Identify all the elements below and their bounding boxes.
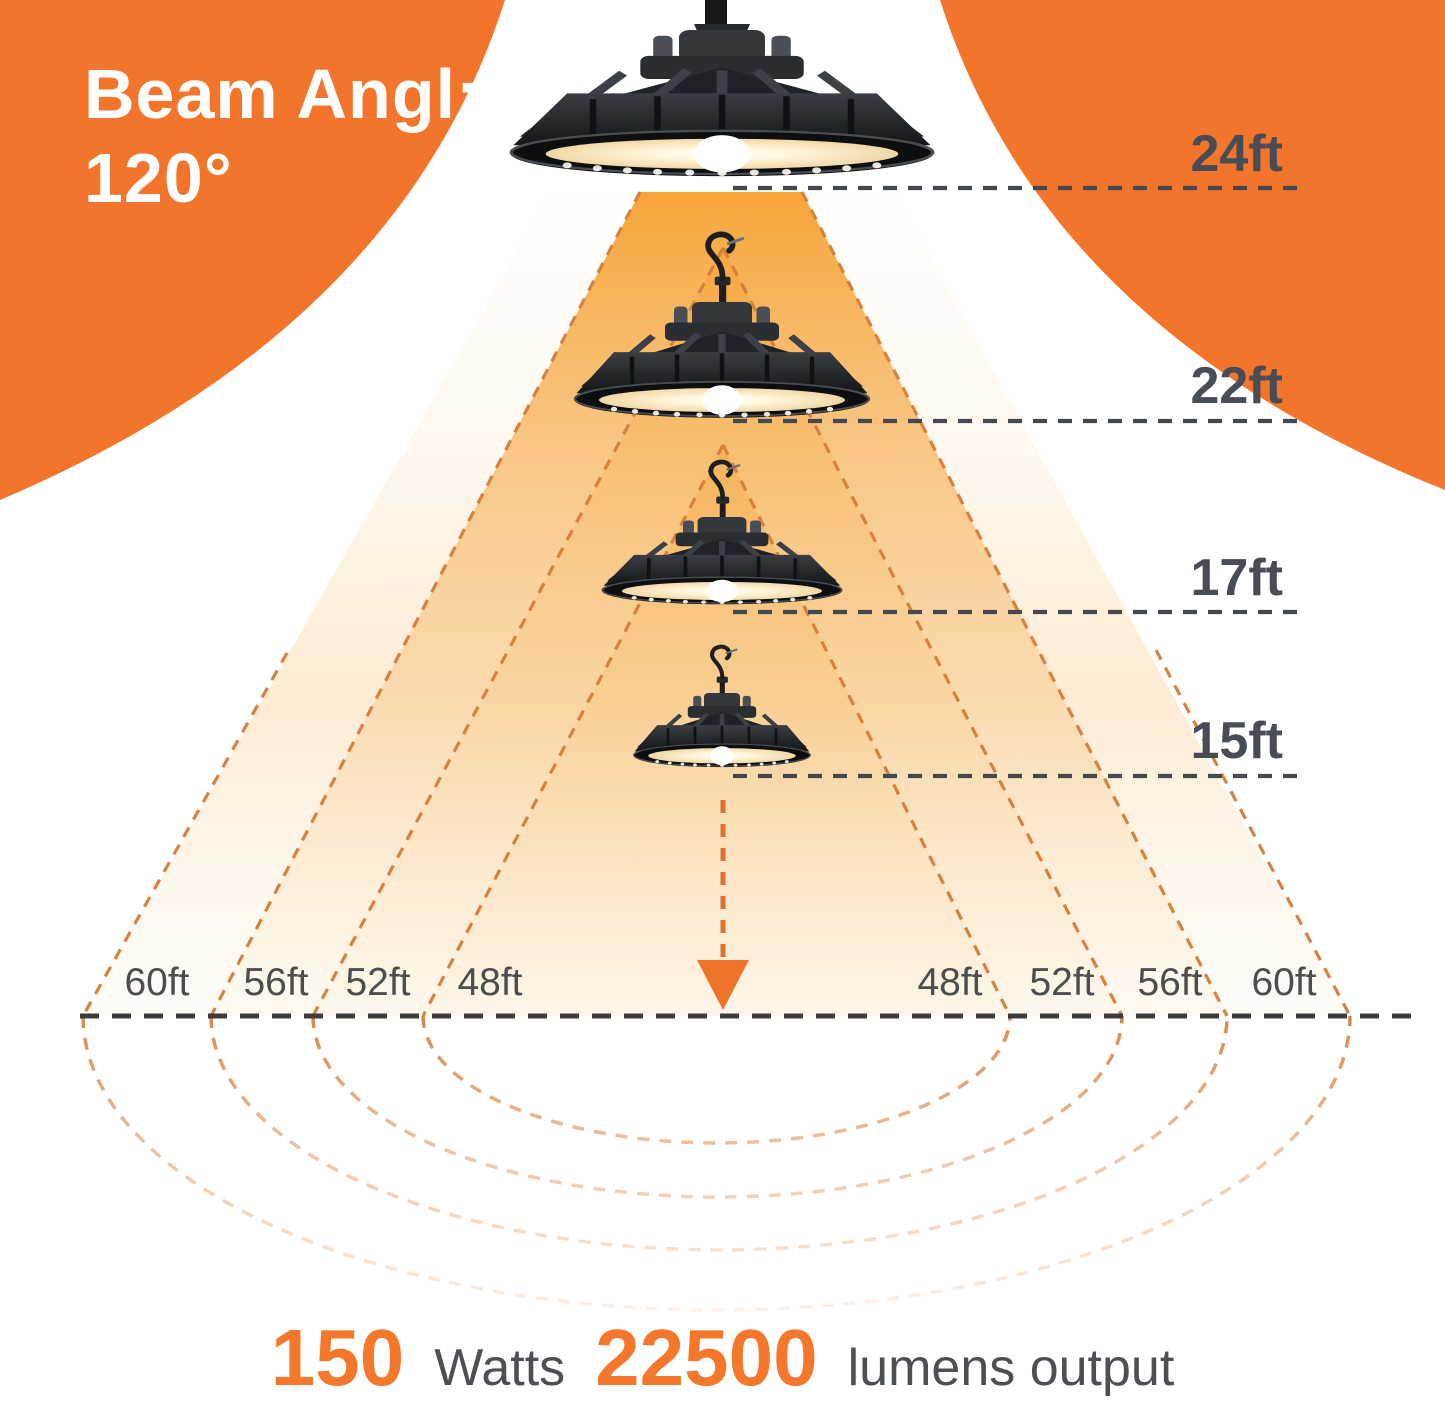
beam-edge-48ft-right — [721, 444, 1012, 1017]
lumens-value: 22500 — [595, 1313, 818, 1402]
height-marker-22ft: 22ft — [1190, 357, 1283, 415]
height-marker-lines — [733, 185, 1297, 779]
beam-edge-48ft-left — [421, 444, 725, 1017]
floor-marker-left-52ft: 52ft — [345, 961, 411, 1004]
watts-unit: Watts — [434, 1339, 566, 1397]
coverage-arc-52ft — [311, 1015, 1124, 1199]
power-cord-icon — [705, 0, 727, 28]
coverage-arc-48ft — [421, 1015, 1012, 1145]
spec-caption: 150 Watts 22500 lumens output — [0, 1318, 1445, 1418]
height-marker-17ft: 17ft — [1190, 549, 1283, 607]
beam-angle-value: 120° — [84, 139, 233, 217]
lumens-unit: lumens output — [847, 1339, 1175, 1397]
floor-marker-right-56ft: 56ft — [1137, 961, 1203, 1004]
beam-angle-title: Beam Angl: 120° — [84, 52, 480, 220]
beam-edge-60ft-left — [81, 652, 289, 1017]
beam-angle-title-line1: Beam Angl: — [84, 55, 481, 133]
floor-marker-right-52ft: 52ft — [1029, 961, 1095, 1004]
floor-marker-left-48ft: 48ft — [457, 961, 523, 1004]
floor-marker-left-60ft: 60ft — [124, 961, 190, 1004]
orange-wedge-left — [0, 0, 505, 500]
beam-edge-56ft-left — [209, 191, 642, 1017]
beam-direction-arrow — [697, 800, 749, 1010]
watts-value: 150 — [270, 1313, 405, 1402]
floor-coverage-arcs — [81, 1015, 1352, 1312]
floor-marker-right-48ft: 48ft — [917, 961, 983, 1004]
orange-wedge-right — [940, 0, 1445, 490]
floor-marker-left-56ft: 56ft — [243, 961, 309, 1004]
height-marker-24ft: 24ft — [1190, 125, 1283, 183]
ufo-highbay-light-24ft — [511, 0, 932, 176]
beam-edge-56ft-right — [800, 191, 1229, 1017]
height-marker-15ft: 15ft — [1190, 712, 1283, 770]
coverage-arc-60ft — [81, 1015, 1352, 1312]
floor-marker-right-60ft: 60ft — [1251, 961, 1317, 1004]
beam-edge-60ft-right — [1154, 649, 1352, 1017]
coverage-arc-56ft — [209, 1015, 1229, 1252]
